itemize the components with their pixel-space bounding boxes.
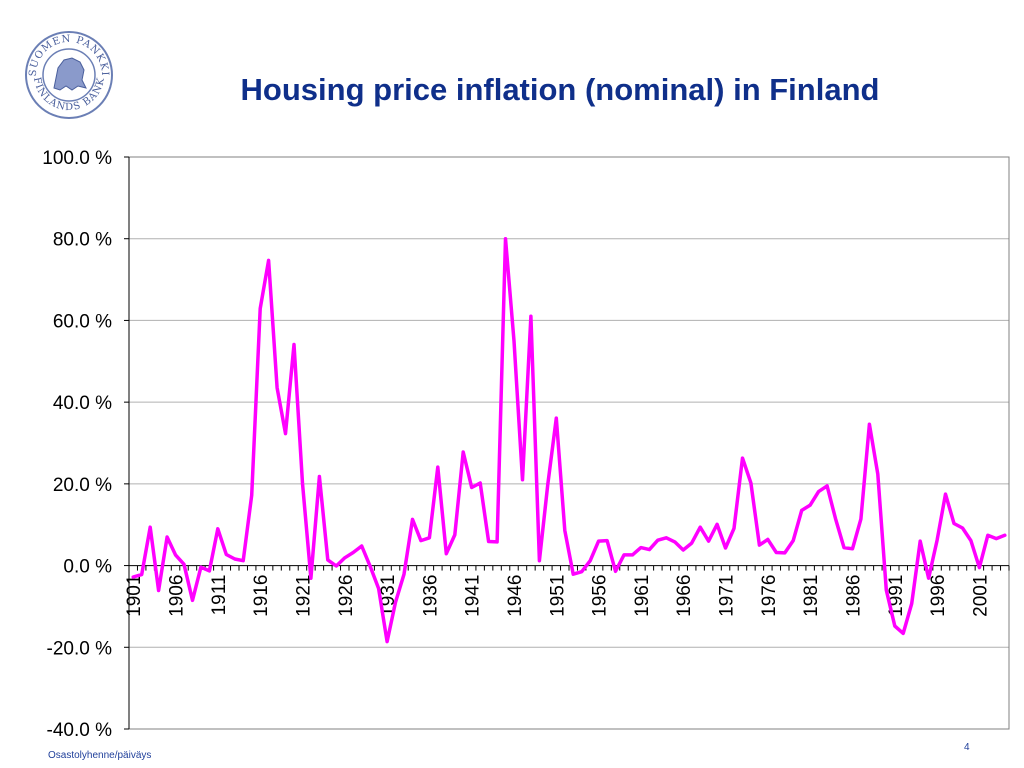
page-number: 4 bbox=[964, 742, 970, 753]
y-tick-label: 0.0 % bbox=[63, 557, 112, 578]
x-tick-label: 1946 bbox=[505, 575, 526, 617]
x-tick-label: 1921 bbox=[293, 575, 314, 617]
y-tick-label: -40.0 % bbox=[47, 720, 113, 740]
x-tick-label: 2001 bbox=[970, 575, 991, 617]
x-tick-label: 1901 bbox=[124, 575, 145, 617]
lion-emblem-icon bbox=[53, 57, 87, 91]
x-tick-label: 1981 bbox=[801, 575, 822, 617]
plot-area-border bbox=[128, 156, 1010, 730]
y-tick-label: 80.0 % bbox=[53, 230, 112, 251]
x-tick-label: 1966 bbox=[674, 575, 695, 617]
y-tick-label: 40.0 % bbox=[53, 393, 112, 414]
x-tick-label: 1951 bbox=[547, 575, 568, 617]
series-line bbox=[131, 236, 1007, 644]
line-chart: 100.0 % 80.0 % 60.0 % 40.0 % 20.0 % 0.0 % -20.… bbox=[42, 148, 1010, 740]
x-tick-label: 1916 bbox=[251, 575, 272, 617]
y-tick-label: 100.0 % bbox=[42, 148, 112, 169]
x-tick-label: 1906 bbox=[167, 575, 188, 617]
x-tick-label: 1956 bbox=[590, 575, 611, 617]
x-tick-label: 1971 bbox=[717, 575, 738, 617]
x-tick-label: 1911 bbox=[209, 575, 230, 616]
x-tick-label: 1961 bbox=[632, 575, 653, 617]
x-tick-label: 1976 bbox=[759, 575, 780, 617]
x-tick-label: 1936 bbox=[420, 575, 441, 617]
x-tick-label: 1926 bbox=[336, 575, 357, 617]
y-tick-label: 60.0 % bbox=[53, 311, 112, 332]
y-tick-label: 20.0 % bbox=[53, 475, 112, 496]
footer-department-date: Osastolyhenne/päiväys bbox=[48, 750, 152, 761]
x-tick-label: 1941 bbox=[463, 575, 484, 617]
y-tick-label: -20.0 % bbox=[47, 638, 113, 659]
bank-logo: SUOMEN PANKKI FINLANDS BANK bbox=[25, 31, 113, 119]
x-tick-label: 1986 bbox=[843, 575, 864, 617]
x-tick-label: 1996 bbox=[928, 575, 949, 617]
slide-title: Housing price inflation (nominal) in Fin… bbox=[240, 72, 880, 107]
